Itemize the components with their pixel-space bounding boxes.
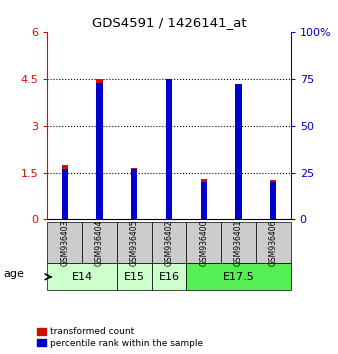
- Bar: [82, 222, 117, 263]
- Bar: [235, 84, 242, 219]
- Bar: [221, 222, 256, 263]
- Bar: [96, 79, 103, 219]
- Bar: [201, 179, 207, 219]
- Title: GDS4591 / 1426141_at: GDS4591 / 1426141_at: [92, 16, 246, 29]
- Bar: [186, 263, 291, 290]
- Text: GSM936405: GSM936405: [130, 219, 139, 266]
- Text: GSM936401: GSM936401: [234, 219, 243, 266]
- Bar: [186, 222, 221, 263]
- Bar: [62, 165, 68, 219]
- Bar: [270, 181, 276, 219]
- Bar: [47, 222, 82, 263]
- Text: E17.5: E17.5: [223, 272, 255, 282]
- Bar: [117, 222, 152, 263]
- Bar: [166, 79, 172, 219]
- Text: GSM936406: GSM936406: [269, 219, 278, 266]
- Bar: [152, 263, 186, 290]
- Text: E14: E14: [72, 272, 93, 282]
- Bar: [256, 222, 291, 263]
- Legend: transformed count, percentile rank within the sample: transformed count, percentile rank withi…: [35, 326, 205, 349]
- Bar: [131, 169, 137, 219]
- Bar: [117, 263, 152, 290]
- Bar: [96, 82, 103, 219]
- Text: GSM936402: GSM936402: [165, 219, 173, 266]
- Bar: [131, 168, 137, 219]
- Bar: [47, 263, 117, 290]
- Bar: [201, 182, 207, 219]
- Text: age: age: [3, 269, 24, 279]
- Bar: [270, 182, 276, 219]
- Text: GSM936404: GSM936404: [95, 219, 104, 266]
- Bar: [235, 86, 242, 219]
- Bar: [152, 222, 186, 263]
- Bar: [166, 79, 172, 219]
- Text: E15: E15: [124, 272, 145, 282]
- Text: GSM936400: GSM936400: [199, 219, 208, 266]
- Text: E16: E16: [159, 272, 179, 282]
- Text: GSM936403: GSM936403: [60, 219, 69, 266]
- Bar: [62, 169, 68, 219]
